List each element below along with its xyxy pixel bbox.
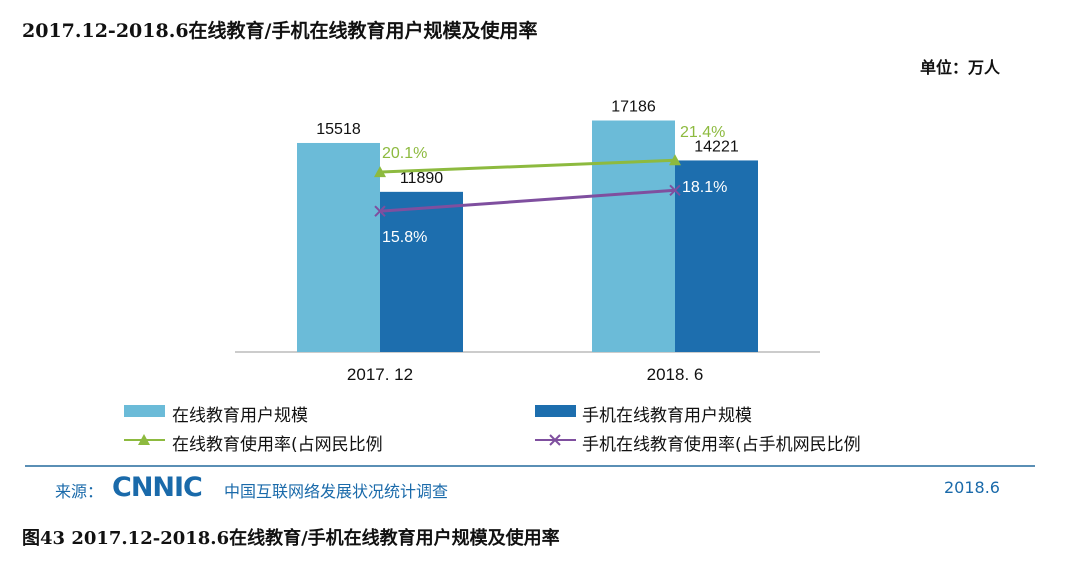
legend-label-online-edu: 在线教育用户规模	[172, 406, 308, 426]
cnnic-logo: CNNIC	[112, 472, 203, 503]
bar-mobile-2017.12	[380, 191, 463, 352]
rate-value-label: 21.4%	[680, 124, 725, 141]
rate-marker	[669, 154, 681, 166]
bar-value-label: 17186	[611, 99, 656, 116]
source-name: 中国互联网络发展状况统计调查	[224, 482, 449, 501]
bar-value-label: 15518	[316, 121, 361, 138]
legend-label-mobile-online-edu: 手机在线教育用户规模	[582, 406, 752, 426]
rate-marker	[669, 184, 681, 196]
rate-value-label: 20.1%	[382, 145, 427, 162]
figure-caption: 图43 2017.12-2018.6在线教育/手机在线教育用户规模及使用率	[22, 528, 560, 549]
x-tick-label: 2017. 12	[347, 365, 413, 384]
legend-swatch-online-edu	[124, 405, 165, 417]
rate-value-label: 18.1%	[682, 179, 727, 196]
rate-marker	[374, 166, 386, 178]
legend-label-online-edu-rate: 在线教育使用率(占网民比例	[172, 435, 383, 455]
bar-online-2017.12	[297, 142, 380, 352]
legend-label-mobile-edu-rate: 手机在线教育使用率(占手机网民比例	[582, 435, 861, 455]
unit-label: 单位：万人	[919, 58, 1000, 77]
chart-title: 2017.12-2018.6在线教育/手机在线教育用户规模及使用率	[22, 20, 538, 42]
rate-line-mobile	[379, 188, 676, 213]
x-tick-label: 2018. 6	[647, 365, 704, 384]
rate-marker	[374, 205, 386, 217]
source-date: 2018.6	[944, 478, 1000, 497]
bar-mobile-2018.6	[675, 160, 758, 352]
legend-x-marker	[549, 434, 561, 446]
legend-swatch-mobile-edu	[535, 405, 576, 417]
source-label: 来源：	[55, 482, 104, 501]
bar-value-label: 11890	[400, 170, 443, 187]
bar-value-label: 14221	[694, 138, 739, 155]
rate-value-label: 15.8%	[382, 229, 427, 246]
bar-online-2018.6	[592, 120, 675, 352]
legend-triangle-marker	[138, 434, 150, 445]
rate-line-online	[379, 158, 676, 174]
divider	[25, 465, 1035, 467]
